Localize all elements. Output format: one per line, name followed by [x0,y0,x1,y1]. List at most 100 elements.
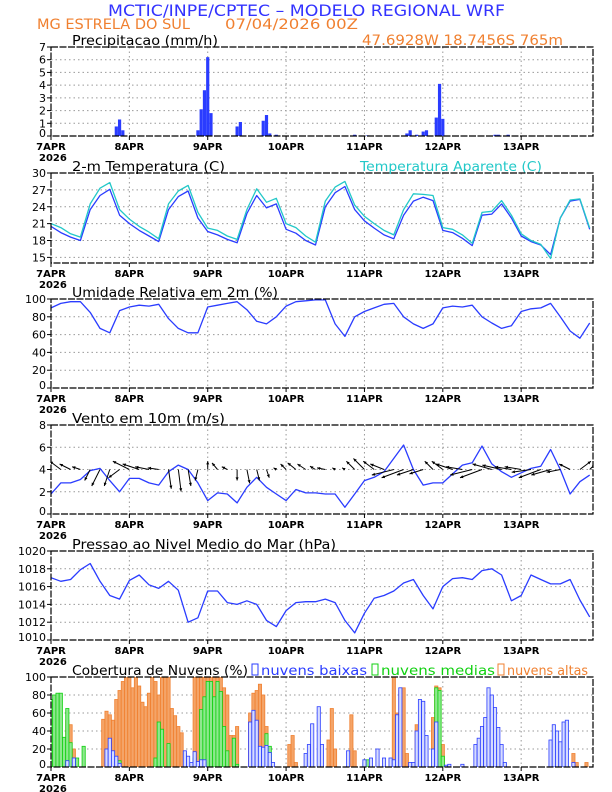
y-tick-label: 1020 [18,545,46,558]
y-tick-label: 6 [39,54,46,67]
y-tick-label: 1016 [18,581,46,594]
nuvens-medias-bar [199,709,204,767]
precip-bar [196,130,200,136]
nuvens-baixas-bar [310,723,315,767]
wind-arrow-head [135,465,139,469]
nuvens-medias-bar [365,759,370,767]
wind-arrow-head [353,458,357,462]
nuvens-altas-bar [127,677,132,767]
nuvens-baixas-bar [111,750,116,767]
x-tick-label: 11APR [346,142,383,153]
precip-bar [274,134,278,136]
precip-bar [202,90,207,136]
legend-label-low: nuvens baixas [261,664,367,679]
nuvens-altas-bar [140,701,145,767]
humidity-panel-title: Umidade Relativa em 2m (%) [72,286,278,301]
wind-arrow-head [559,464,563,467]
nuvens-baixas-bar [411,762,416,767]
precip-bar [506,134,510,136]
series-group [51,299,591,339]
nuvens-altas-bar [124,677,129,767]
nuvens-baixas-bar [306,744,311,767]
wind-arrow-head [472,463,476,467]
wind-arrow [450,469,473,476]
nuvens-baixas-bar [479,726,484,767]
precip-bar [434,117,438,136]
y-tick-label: 40 [32,346,46,359]
nuvens-baixas-bar [493,707,498,767]
nuvens-baixas-bar [421,700,426,767]
wind-line [51,444,591,508]
series-group [51,180,591,260]
legend-swatch-high [497,663,505,676]
y-tick-label: 8 [39,419,46,432]
wind-arrow-head [317,466,321,470]
y-tick-label: 40 [32,725,46,738]
y-tick-label: 4 [39,79,46,92]
wind-arrow [472,463,492,470]
nuvens-medias-bar [225,750,230,767]
nuvens-baixas-bar [391,759,396,767]
nuvens-baixas-bar [388,757,393,767]
nuvens-baixas-bar [408,762,413,767]
wind-arrow [482,464,502,470]
wind-arrow [409,469,424,475]
nuvens-medias-bar [437,690,442,767]
wind-arrow-head [587,461,591,465]
y-tick-label: 27 [32,184,46,197]
wind-panel: 0 2 4 6 8 7APR 8APR 9APR 10APR 11APR 12APR 13APR 202… [36,419,594,542]
x-tick-label: 9APR [193,142,223,153]
nuvens-baixas-bar [182,750,187,767]
wind-arrow-head [59,464,64,467]
wind-arrow-head [194,477,198,481]
nuvens-altas-bar [235,726,240,767]
nuvens-medias-bar [231,737,236,767]
wind-arrow-head [342,467,346,471]
wind-arrow [371,469,394,476]
wind-arrow-head [396,472,401,476]
wind-arrow [309,465,316,470]
wind-arrow-shaft [472,463,492,470]
precip-bar [405,133,409,136]
nuvens-medias-bar [215,681,220,767]
nuvens-baixas-bar [189,762,194,767]
wind-arrow [431,460,444,470]
nuvens-altas-bar [290,735,295,767]
x-tick-label: 9APR [193,773,223,784]
wind-arrow [445,465,463,470]
nuvens-baixas-bar [499,744,504,767]
nuvens-altas-bar [153,681,158,767]
nuvens-baixas-bar [264,745,269,767]
y-tick-label: 1 [39,117,46,130]
coordinates-label: 47.6928W 18.7456S 765m [362,33,563,49]
nuvens-baixas-bar [496,727,501,767]
wind-arrow [511,469,532,474]
nuvens-baixas-bar [395,714,400,767]
x-tick-label: 12APR [424,269,461,280]
cloud-legend: nuvens baixas nuvens medias nuvens altas [251,663,588,679]
wind-arrow-head [108,474,113,478]
pressure-frame [50,550,594,641]
nuvens-baixas-bar [551,724,556,767]
precip-bar [199,109,203,136]
nuvens-medias-bar [218,691,223,767]
nuvens-medias-bar [68,742,73,767]
nuvens-baixas-bar [564,719,569,767]
nuvens-baixas-bar [257,745,262,767]
wind-arrow [381,469,404,479]
wind-arrow [256,469,261,481]
wind-arrow-head [147,466,152,470]
x-tick-label: 10APR [268,269,305,280]
nuvens-baixas-bar [398,687,403,767]
precip-frame [50,46,594,137]
wind-arrow-shaft [531,469,551,476]
y-tick-label: 21 [32,218,46,231]
y-tick-label: 1012 [18,616,46,629]
nuvens-baixas-bar [107,737,112,767]
nuvens-altas-bar [574,762,579,767]
wind-arrow-head [179,488,183,492]
x-tick-label: 11APR [346,646,383,657]
wind-arrow-head [370,463,374,467]
wind-arrow-head [459,475,464,479]
nuvens-baixas-bar [319,744,324,767]
